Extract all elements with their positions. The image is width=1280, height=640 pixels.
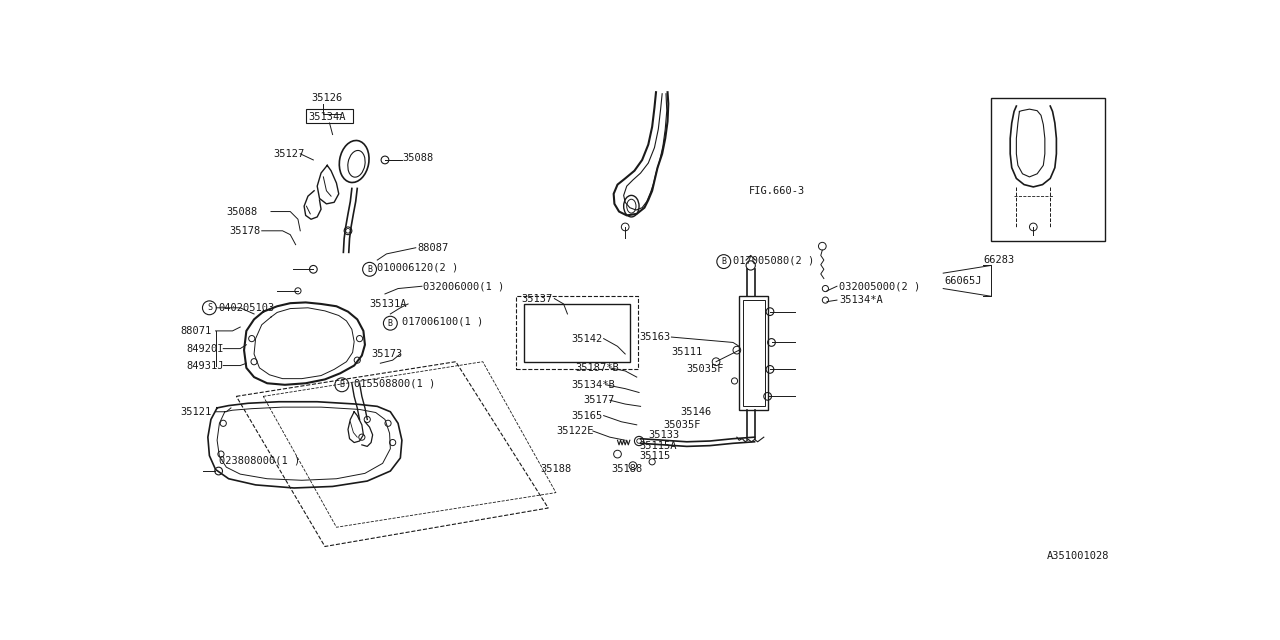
Text: B: B [367,265,372,274]
Text: 88087: 88087 [417,243,448,253]
Text: 35121: 35121 [180,407,211,417]
Text: B: B [721,257,726,266]
Text: 66065J: 66065J [945,276,982,286]
Text: B: B [339,380,344,389]
Text: 015508800(1 ): 015508800(1 ) [355,378,435,388]
Text: 35122E: 35122E [556,426,594,436]
Bar [739,296,768,410]
Text: 35133: 35133 [648,430,680,440]
Text: 35088: 35088 [402,153,433,163]
Text: A351001028: A351001028 [1047,551,1110,561]
Text: 35188: 35188 [540,465,572,474]
Text: 032005000(2 ): 032005000(2 ) [840,281,920,291]
Text: 84920I: 84920I [187,344,224,354]
Text: 35134A: 35134A [308,112,346,122]
Text: FIG.660-3: FIG.660-3 [749,186,805,196]
Bar [991,99,1105,241]
Bar [306,109,353,123]
Text: 040205103: 040205103 [219,303,275,313]
Text: 66283: 66283 [983,255,1015,265]
Text: 35131A: 35131A [370,299,407,309]
Bar [742,300,764,406]
Text: 35177: 35177 [582,395,614,405]
Text: 35137: 35137 [521,294,553,303]
Text: 35035F: 35035F [687,364,724,374]
Text: 35173: 35173 [371,349,402,359]
Text: 017005080(2 ): 017005080(2 ) [733,255,814,265]
Text: 35035F: 35035F [664,420,701,430]
Text: B: B [388,319,393,328]
Bar [524,304,630,362]
Text: 35146: 35146 [681,407,712,417]
Text: 35188: 35188 [612,465,643,474]
Text: 35163: 35163 [639,332,671,342]
Text: 35134*B: 35134*B [571,380,616,390]
Text: 35115A: 35115A [639,442,677,451]
Text: 032006000(1 ): 032006000(1 ) [424,281,504,291]
Text: 35165: 35165 [571,411,603,420]
Text: 84931J: 84931J [187,360,224,371]
Text: 010006120(2 ): 010006120(2 ) [378,263,458,273]
Text: 88071: 88071 [180,326,211,336]
Text: 35142: 35142 [571,333,603,344]
Text: 023808000(1 ): 023808000(1 ) [219,455,300,465]
Bar [516,296,637,369]
Text: 35127: 35127 [274,148,305,159]
Text: 35088: 35088 [227,207,257,216]
Text: 35115: 35115 [639,451,671,461]
Text: 35111: 35111 [672,348,703,358]
Text: 35134*A: 35134*A [840,295,883,305]
Text: 017006100(1 ): 017006100(1 ) [402,317,483,326]
Text: 35178: 35178 [229,226,261,236]
Text: S: S [207,303,212,312]
Text: 35126: 35126 [311,93,342,103]
Text: 35187*B: 35187*B [575,363,620,373]
